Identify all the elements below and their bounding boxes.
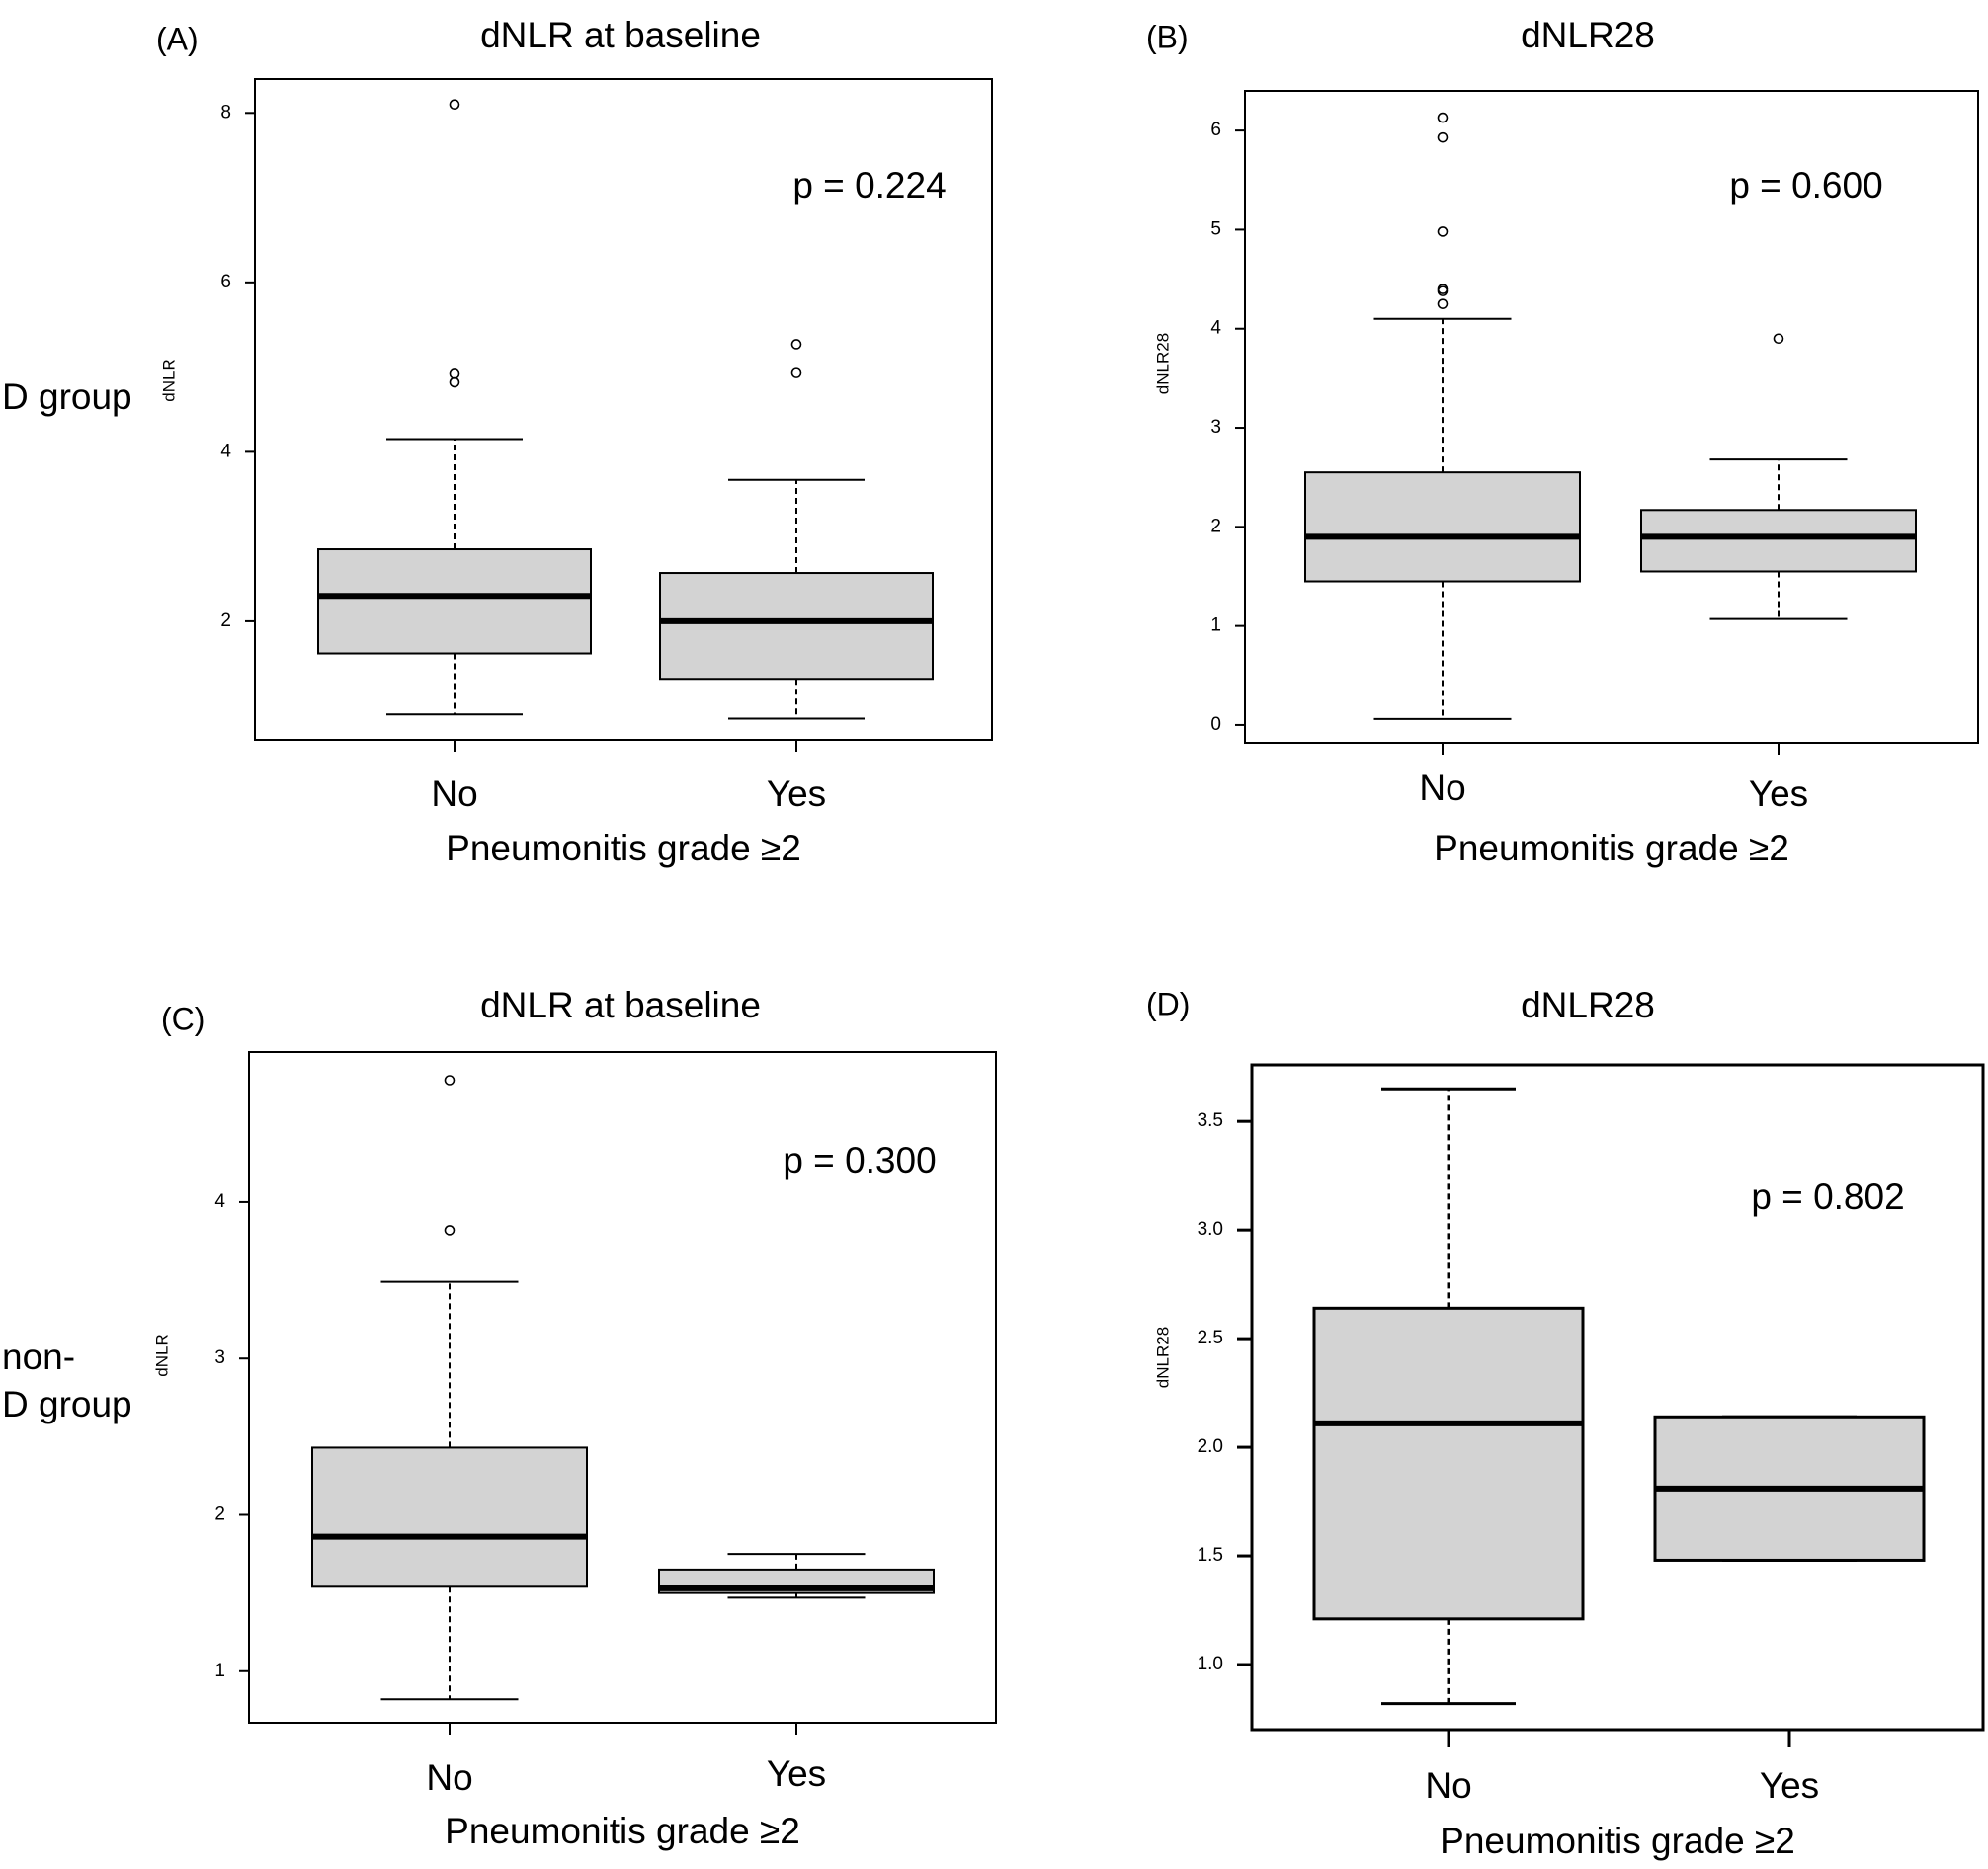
x-category-label: Yes xyxy=(767,1753,826,1794)
box-yes xyxy=(659,339,934,720)
plot-frame xyxy=(1244,90,1979,744)
y-tick-label: 3.5 xyxy=(1198,1110,1223,1131)
chart-title: dNLR28 xyxy=(1521,15,1655,55)
y-tick-label: 1 xyxy=(214,1661,225,1681)
panel-label: (C) xyxy=(161,1001,205,1036)
outlier-point xyxy=(790,339,802,350)
chart-title: dNLR at baseline xyxy=(480,985,761,1025)
outlier-point xyxy=(449,376,460,388)
iqr-box xyxy=(1304,471,1581,583)
chart-title: dNLR at baseline xyxy=(480,15,761,55)
outlier-point xyxy=(1437,131,1449,143)
box-no xyxy=(1312,1087,1585,1706)
outlier-point xyxy=(444,1225,456,1236)
x-axis-label: Pneumonitis grade ≥2 xyxy=(1440,1821,1795,1861)
y-tick-label: 3 xyxy=(1210,417,1221,438)
panel-label: (D) xyxy=(1146,986,1190,1021)
y-tick-label: 4 xyxy=(1210,318,1221,339)
box-yes xyxy=(658,1553,935,1599)
x-axis-label: Pneumonitis grade ≥2 xyxy=(445,1811,800,1851)
p-value-annotation: p = 0.300 xyxy=(783,1140,936,1180)
y-axis-label: dNLR28 xyxy=(1153,333,1172,394)
y-tick-label: 3.0 xyxy=(1198,1219,1223,1240)
x-axis-label: Pneumonitis grade ≥2 xyxy=(1434,828,1789,868)
y-tick-label: 2 xyxy=(1210,516,1221,536)
iqr-box xyxy=(1312,1306,1585,1621)
x-category-label: No xyxy=(1425,1765,1471,1806)
row-label-non-d-group-line2: D group xyxy=(2,1384,132,1424)
panel-label: (A) xyxy=(156,21,199,56)
outlier-point xyxy=(1437,298,1449,309)
y-tick-label: 2 xyxy=(214,1504,225,1525)
y-tick-label: 2.5 xyxy=(1198,1328,1223,1348)
chart-title: dNLR28 xyxy=(1521,985,1655,1025)
x-category-label: Yes xyxy=(1760,1765,1819,1806)
iqr-box xyxy=(317,548,592,655)
row-label-non-d-group-line1: non- xyxy=(2,1337,76,1377)
row-label-d-group: D group xyxy=(2,376,132,417)
y-axis-label: dNLR xyxy=(152,1334,171,1376)
outlier-point xyxy=(1773,333,1784,345)
outlier-point xyxy=(1437,226,1449,237)
y-tick-label: 1.0 xyxy=(1198,1654,1223,1674)
p-value-annotation: p = 0.224 xyxy=(792,165,946,205)
p-value-annotation: p = 0.802 xyxy=(1751,1177,1904,1217)
y-tick-label: 4 xyxy=(220,441,231,461)
box-no xyxy=(311,1075,588,1701)
box-no xyxy=(317,99,592,716)
y-tick-label: 6 xyxy=(1210,120,1221,140)
x-category-label: Yes xyxy=(767,773,826,814)
iqr-box xyxy=(311,1446,588,1588)
y-tick-label: 4 xyxy=(214,1191,225,1212)
outlier-point xyxy=(790,367,802,378)
panel-a: (A) dNLR at baseline 2 4 6 8 dNLR No Yes Pneumoni… xyxy=(156,15,993,868)
iqr-box xyxy=(1640,509,1917,573)
iqr-box xyxy=(659,572,934,681)
plot-frame xyxy=(248,1051,997,1724)
y-tick-label: 3 xyxy=(214,1347,225,1368)
panel-c: (C) dNLR at baseline 1 2 3 4 dNLR No Yes Pneumoni… xyxy=(152,985,997,1851)
y-tick-label: 1.5 xyxy=(1198,1545,1223,1566)
x-category-label: Yes xyxy=(1749,773,1808,814)
box-no xyxy=(1304,112,1581,720)
box-yes xyxy=(1640,333,1917,620)
y-axis-label: dNLR xyxy=(159,359,178,401)
y-tick-label: 5 xyxy=(1210,218,1221,239)
y-tick-label: 0 xyxy=(1210,714,1221,735)
y-axis-label: dNLR28 xyxy=(1153,1327,1172,1388)
outlier-point xyxy=(1437,284,1449,294)
box-yes xyxy=(1653,1415,1926,1562)
outlier-point xyxy=(449,368,460,379)
x-category-label: No xyxy=(431,773,477,814)
x-axis-label: Pneumonitis grade ≥2 xyxy=(446,828,801,868)
outlier-point xyxy=(444,1075,456,1086)
x-category-label: No xyxy=(1419,768,1465,808)
plot-frame xyxy=(254,78,993,741)
y-tick-label: 1 xyxy=(1210,615,1221,636)
y-tick-label: 2 xyxy=(220,610,231,631)
outlier-point xyxy=(1437,112,1449,123)
panel-b: (B) dNLR28 0 1 2 3 4 5 6 dNLR28 No Yes Pneumonitis g… xyxy=(1146,15,1979,868)
y-tick-label: 8 xyxy=(220,102,231,122)
outlier-point xyxy=(449,99,460,111)
x-category-label: No xyxy=(426,1757,472,1798)
p-value-annotation: p = 0.600 xyxy=(1729,165,1882,205)
y-tick-label: 2.0 xyxy=(1198,1436,1223,1457)
plot-frame xyxy=(1250,1063,1985,1732)
panel-label: (B) xyxy=(1146,19,1189,54)
panel-d: (D) dNLR28 1.0 1.5 2.0 2.5 3.0 3.5 dNLR28 No Yes Pn… xyxy=(1146,985,1985,1861)
y-tick-label: 6 xyxy=(220,272,231,292)
